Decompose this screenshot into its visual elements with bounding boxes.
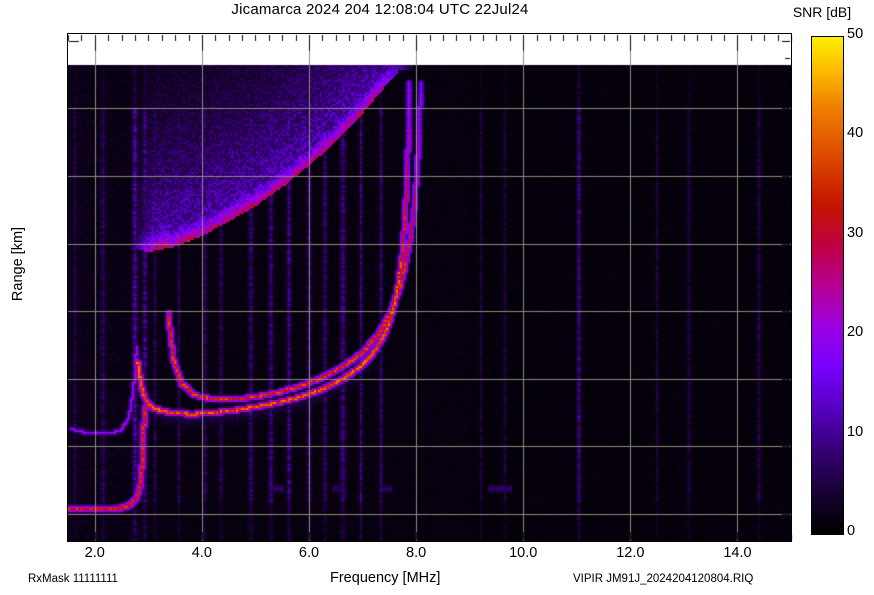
x-tick-label: 12.0 <box>616 545 645 561</box>
colorbar-gradient <box>812 37 843 534</box>
colorbar-tick-label: 30 <box>847 224 864 241</box>
colorbar-tick-label: 10 <box>847 423 864 440</box>
x-tick-label: 2.0 <box>84 545 105 561</box>
x-tick-label: 14.0 <box>723 545 752 561</box>
colorbar-tick-label: 50 <box>847 26 864 42</box>
x-tick-label: 8.0 <box>406 545 427 561</box>
colorbar-tick-label: 0 <box>847 523 856 539</box>
instrument-file-label: VIPIR JM91J_2024204120804.RIQ <box>573 573 754 585</box>
x-tick-label: 4.0 <box>191 545 212 561</box>
colorbar-tick-label: 20 <box>847 324 864 341</box>
x-tick-label: 6.0 <box>298 545 320 561</box>
colorbar-tick-label: 40 <box>847 125 864 142</box>
x-tick-label: 10.0 <box>509 545 538 561</box>
rxmask-label: RxMask 11111111 <box>28 573 118 585</box>
colorbar[interactable] <box>811 36 844 535</box>
